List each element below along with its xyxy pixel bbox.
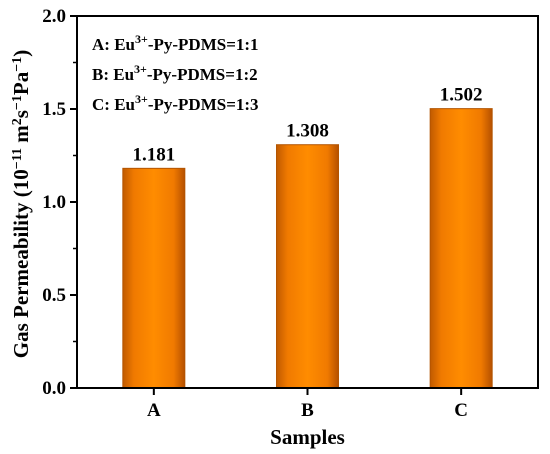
legend-superscript: 3+ — [134, 62, 147, 76]
x-tick-label-B: B — [301, 400, 314, 421]
y-axis-ticks: 0.0 0.5 1.0 1.5 2.0 — [42, 6, 77, 399]
bars-group — [122, 108, 493, 389]
data-labels-group: 1.181 1.308 1.502 — [132, 85, 482, 166]
y-axis-title-superscript: −11 — [10, 148, 25, 169]
y-axis-title-part: Gas Permeability (10 — [9, 169, 33, 358]
legend-text: C: Eu — [92, 95, 135, 114]
legend-entry-1: A: Eu3+-Py-PDMS=1:1 — [92, 32, 259, 54]
legend-text: B: Eu — [92, 65, 134, 84]
y-tick-label: 2.0 — [42, 6, 66, 27]
y-axis-title-part: s — [9, 110, 33, 118]
data-label-C: 1.502 — [440, 85, 483, 106]
bar-C — [429, 108, 493, 389]
legend: A: Eu3+-Py-PDMS=1:1B: Eu3+-Py-PDMS=1:2C:… — [92, 32, 259, 114]
y-axis-title-superscript: −1 — [10, 95, 25, 110]
legend-superscript: 3+ — [135, 32, 148, 46]
data-label-B: 1.308 — [286, 121, 329, 142]
x-axis-ticks: A B C — [147, 388, 468, 421]
x-axis-title: Samples — [270, 425, 345, 449]
y-axis-title-part: m — [9, 125, 33, 148]
legend-superscript: 3+ — [135, 92, 148, 106]
bar-A — [122, 167, 186, 389]
legend-text: -Py-PDMS=1:1 — [148, 35, 259, 54]
x-tick-label-C: C — [454, 400, 468, 421]
legend-entry-3: C: Eu3+-Py-PDMS=1:3 — [92, 92, 259, 114]
legend-text: -Py-PDMS=1:2 — [147, 65, 258, 84]
legend-entry-2: B: Eu3+-Py-PDMS=1:2 — [92, 62, 258, 84]
y-tick-label: 0.0 — [42, 378, 66, 399]
bar-B — [276, 144, 339, 389]
data-label-A: 1.181 — [132, 144, 175, 165]
x-tick-label-A: A — [147, 400, 161, 421]
y-axis-title: Gas Permeability (10−11 m2s−1Pa−1) — [9, 50, 33, 358]
y-axis-title-superscript: −1 — [10, 57, 25, 72]
legend-text: A: Eu — [92, 35, 135, 54]
legend-text: -Py-PDMS=1:3 — [148, 95, 259, 114]
y-axis-title-superscript: 2 — [10, 118, 25, 125]
y-axis-title-part: ) — [9, 50, 33, 57]
y-axis-title-part: Pa — [9, 71, 33, 95]
y-tick-label: 1.5 — [42, 99, 66, 120]
y-tick-label: 1.0 — [42, 192, 66, 213]
y-tick-label: 0.5 — [42, 285, 66, 306]
